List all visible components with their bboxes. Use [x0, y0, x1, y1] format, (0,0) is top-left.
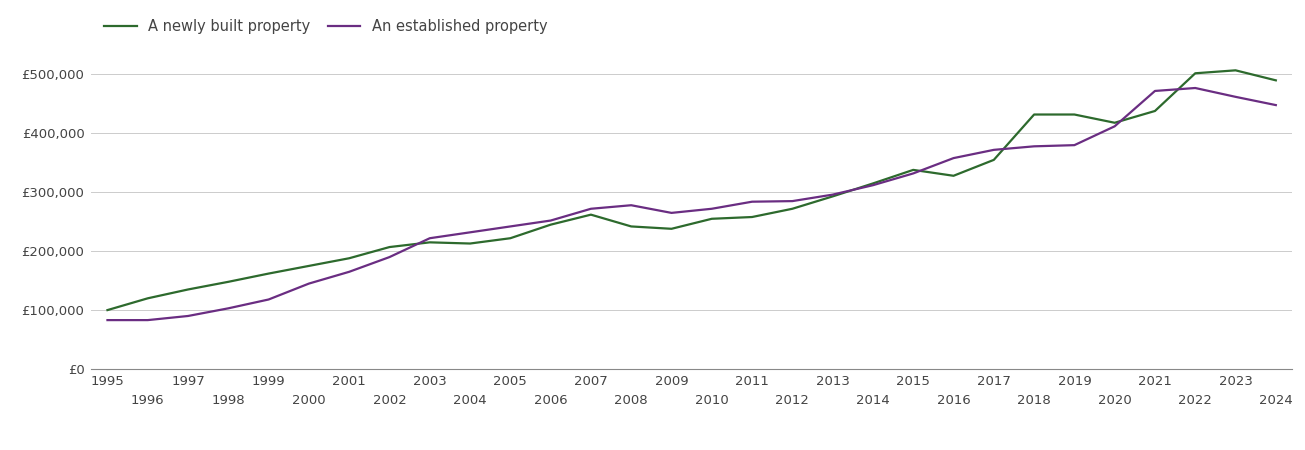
An established property — [1188, 86, 1203, 91]
Text: 2016: 2016 — [937, 394, 971, 407]
A newly built property — [906, 167, 921, 173]
A newly built property — [99, 307, 115, 313]
A newly built property — [946, 173, 962, 179]
A newly built property — [825, 194, 840, 199]
A newly built property — [1268, 78, 1284, 83]
An established property — [624, 202, 639, 208]
A newly built property — [261, 271, 277, 276]
Legend: A newly built property, An established property: A newly built property, An established p… — [99, 14, 553, 40]
A newly built property — [543, 222, 559, 227]
A newly built property — [381, 244, 397, 250]
A newly built property — [462, 241, 478, 246]
A newly built property — [784, 206, 800, 211]
An established property — [99, 317, 115, 323]
An established property — [140, 317, 155, 323]
An established property — [784, 198, 800, 204]
Text: 2012: 2012 — [775, 394, 809, 407]
An established property — [1066, 143, 1082, 148]
Text: 2008: 2008 — [615, 394, 649, 407]
A newly built property — [744, 214, 760, 220]
Line: A newly built property: A newly built property — [107, 70, 1276, 310]
An established property — [221, 306, 236, 311]
Text: 1998: 1998 — [211, 394, 245, 407]
Text: 2018: 2018 — [1017, 394, 1051, 407]
An established property — [1026, 144, 1041, 149]
A newly built property — [1147, 108, 1163, 114]
An established property — [180, 313, 196, 319]
An established property — [1228, 94, 1244, 99]
A newly built property — [1026, 112, 1041, 117]
Text: 2002: 2002 — [373, 394, 406, 407]
A newly built property — [342, 256, 358, 261]
A newly built property — [624, 224, 639, 229]
A newly built property — [180, 287, 196, 292]
An established property — [1107, 124, 1122, 129]
An established property — [261, 297, 277, 302]
An established property — [583, 206, 599, 211]
An established property — [502, 224, 518, 229]
A newly built property — [583, 212, 599, 217]
A newly built property — [140, 296, 155, 301]
A newly built property — [865, 181, 881, 186]
An established property — [543, 218, 559, 223]
An established property — [301, 281, 317, 286]
A newly built property — [502, 235, 518, 241]
A newly built property — [664, 226, 680, 231]
A newly built property — [1107, 120, 1122, 126]
Text: 2014: 2014 — [856, 394, 890, 407]
An established property — [342, 269, 358, 274]
An established property — [1147, 88, 1163, 94]
A newly built property — [987, 157, 1002, 162]
An established property — [906, 171, 921, 176]
Text: 2006: 2006 — [534, 394, 568, 407]
Text: 2022: 2022 — [1178, 394, 1212, 407]
Text: 2000: 2000 — [292, 394, 326, 407]
Text: 1996: 1996 — [130, 394, 164, 407]
A newly built property — [301, 263, 317, 269]
A newly built property — [221, 279, 236, 284]
Text: 2024: 2024 — [1259, 394, 1293, 407]
An established property — [987, 147, 1002, 153]
Text: 2004: 2004 — [453, 394, 487, 407]
An established property — [422, 235, 437, 241]
An established property — [1268, 103, 1284, 108]
Text: 2010: 2010 — [696, 394, 728, 407]
An established property — [744, 199, 760, 204]
An established property — [703, 206, 719, 211]
An established property — [946, 155, 962, 161]
A newly built property — [1066, 112, 1082, 117]
An established property — [381, 254, 397, 260]
An established property — [664, 210, 680, 216]
A newly built property — [703, 216, 719, 221]
Line: An established property: An established property — [107, 88, 1276, 320]
Text: 2020: 2020 — [1098, 394, 1131, 407]
An established property — [462, 230, 478, 235]
A newly built property — [1188, 71, 1203, 76]
An established property — [865, 183, 881, 188]
A newly built property — [422, 240, 437, 245]
A newly built property — [1228, 68, 1244, 73]
An established property — [825, 192, 840, 198]
